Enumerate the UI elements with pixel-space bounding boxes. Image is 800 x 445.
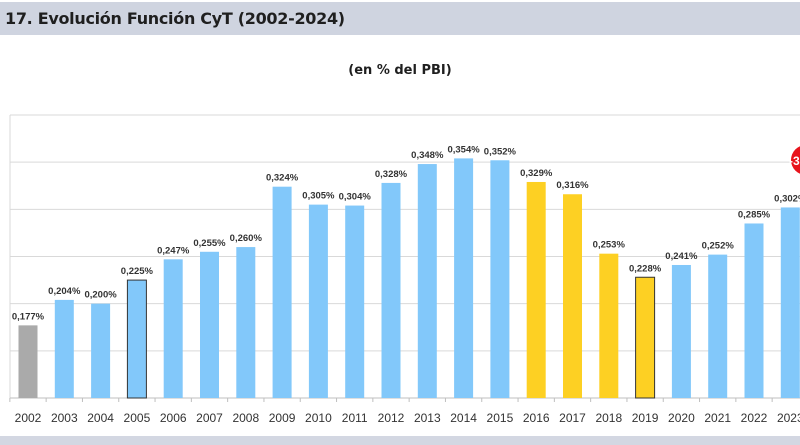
data-label-2020: 0,241%	[665, 251, 698, 262]
bar-2007	[200, 251, 219, 398]
bar-2012	[381, 182, 401, 398]
change-badge-text: -3	[789, 154, 800, 168]
header-band: 17. Evolución Función CyT (2002-2024)	[0, 2, 800, 35]
x-tick-label-2018: 2018	[595, 411, 622, 425]
chart-subtitle: (en % del PBI)	[348, 63, 452, 78]
bar-2015	[490, 160, 510, 398]
data-label-2012: 0,328%	[375, 169, 408, 180]
bar-2005	[126, 279, 147, 399]
bottom-band	[0, 436, 800, 445]
x-tick-label-2016: 2016	[523, 411, 550, 425]
x-tick-label-2017: 2017	[559, 411, 586, 425]
x-tick-label-2004: 2004	[87, 411, 114, 425]
data-label-2008: 0,260%	[230, 233, 263, 244]
x-tick-label-2002: 2002	[15, 411, 42, 425]
bar-2019	[635, 276, 656, 399]
x-tick-label-2023: 2023	[777, 411, 800, 425]
x-tick-label-2010: 2010	[305, 411, 332, 425]
data-label-2005: 0,225%	[121, 266, 154, 277]
data-label-2018: 0,253%	[593, 240, 626, 251]
x-tick-label-2020: 2020	[668, 411, 695, 425]
data-label-2004: 0,200%	[84, 290, 117, 301]
bar-2010	[308, 204, 328, 398]
data-label-2009: 0,324%	[266, 173, 299, 184]
bar-2004	[91, 303, 111, 398]
bar-2023	[780, 207, 800, 398]
bar-2011	[345, 205, 365, 398]
data-label-2014: 0,354%	[447, 144, 480, 155]
x-tick-label-2006: 2006	[160, 411, 187, 425]
bar-2002	[18, 325, 38, 398]
bar-2006	[163, 259, 183, 398]
x-tick-label-2014: 2014	[450, 411, 477, 425]
bar-2009	[272, 186, 292, 398]
bar-2013	[417, 164, 437, 398]
x-tick-label-2011: 2011	[342, 411, 368, 425]
data-label-2021: 0,252%	[702, 241, 735, 252]
x-tick-label-2019: 2019	[632, 411, 659, 425]
data-label-2017: 0,316%	[556, 180, 589, 191]
data-label-2015: 0,352%	[484, 146, 517, 157]
x-tick-label-2005: 2005	[124, 411, 151, 425]
data-label-2011: 0,304%	[339, 192, 372, 203]
bar-2003	[54, 299, 74, 398]
x-tick-label-2015: 2015	[487, 411, 514, 425]
bar-2014	[454, 158, 474, 398]
x-tick-label-2012: 2012	[378, 411, 405, 425]
bar-2021	[708, 254, 728, 398]
bar-2016	[526, 181, 546, 398]
data-label-2016: 0,329%	[520, 168, 553, 179]
bar-2020	[671, 264, 691, 398]
data-label-2003: 0,204%	[48, 286, 81, 297]
x-tick-label-2009: 2009	[269, 411, 296, 425]
data-label-2010: 0,305%	[302, 191, 335, 202]
data-label-2007: 0,255%	[193, 238, 226, 249]
data-label-2002: 0,177%	[12, 311, 45, 322]
bar-2008	[236, 247, 256, 398]
x-tick-label-2007: 2007	[196, 411, 223, 425]
bar-2018	[599, 253, 619, 398]
x-tick-label-2022: 2022	[741, 411, 768, 425]
data-label-2013: 0,348%	[411, 150, 444, 161]
page-title: 17. Evolución Función CyT (2002-2024)	[5, 9, 345, 28]
x-tick-label-2021: 2021	[704, 411, 731, 425]
bar-2017	[563, 194, 582, 398]
x-tick-label-2008: 2008	[232, 411, 259, 425]
change-badge	[791, 146, 800, 174]
x-tick-label-2003: 2003	[51, 411, 78, 425]
data-label-2006: 0,247%	[157, 245, 190, 256]
data-label-2023: 0,302%	[774, 193, 800, 204]
x-tick-label-2013: 2013	[414, 411, 441, 425]
bar-2022	[744, 223, 764, 398]
data-label-2022: 0,285%	[738, 209, 771, 220]
data-label-2019: 0,228%	[629, 263, 662, 274]
